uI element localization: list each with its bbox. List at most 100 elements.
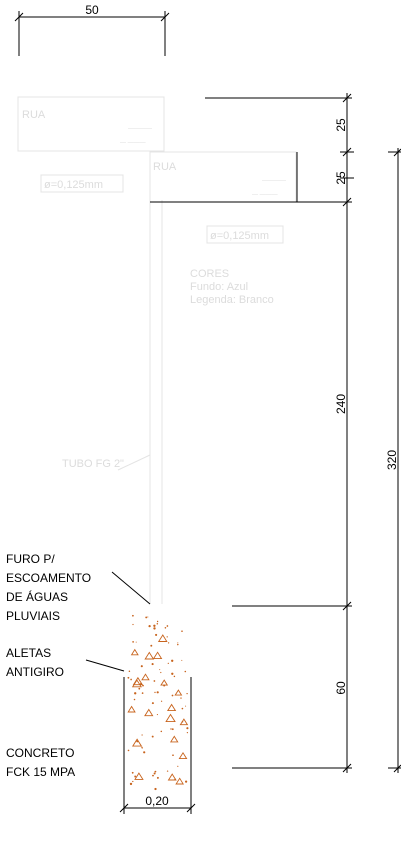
concrete-aggregate-triangle bbox=[130, 648, 139, 656]
concrete-aggregate-dot bbox=[129, 782, 133, 786]
concrete-aggregate-dot bbox=[143, 751, 146, 754]
concrete-aggregate-dot bbox=[177, 765, 179, 767]
concrete-aggregate-dot bbox=[132, 641, 134, 643]
concrete-aggregate-dot bbox=[181, 707, 184, 710]
concrete-aggregate-triangle bbox=[144, 651, 155, 660]
concrete-aggregate-triangle bbox=[167, 773, 177, 781]
concrete-aggregate-triangle bbox=[144, 708, 154, 717]
concrete-aggregate-dot bbox=[132, 780, 134, 783]
concrete-aggregate-triangle bbox=[160, 679, 169, 686]
drain-hole-line-1: FURO P/ bbox=[6, 552, 55, 566]
concrete-aggregate-dot bbox=[140, 665, 143, 668]
concrete-line-2: FCK 15 MPA bbox=[6, 765, 75, 779]
second-plate-label: RUA bbox=[153, 161, 177, 173]
concrete-aggregate-dot bbox=[185, 780, 188, 783]
concrete-aggregate-triangle bbox=[174, 689, 183, 696]
concrete-aggregate-dot bbox=[186, 731, 189, 734]
concrete-aggregate-dot bbox=[152, 774, 154, 777]
concrete-aggregate-dot bbox=[171, 672, 174, 675]
concrete-aggregate-dot bbox=[141, 734, 143, 736]
concrete-aggregate-triangle bbox=[152, 651, 163, 660]
fins-line-1: ALETAS bbox=[6, 646, 51, 660]
concrete-aggregate-triangle bbox=[134, 772, 144, 780]
top-plate-line-1: ———— bbox=[128, 126, 152, 132]
concrete-aggregate-dot bbox=[154, 787, 157, 791]
concrete-aggregate-dot bbox=[150, 644, 153, 647]
concrete-aggregate-dot bbox=[148, 624, 151, 628]
concrete-aggregate-dot bbox=[128, 670, 131, 672]
concrete-aggregate-dot bbox=[138, 687, 141, 690]
concrete-aggregate-dot bbox=[171, 659, 174, 662]
dimension-top-plate-value: 25 bbox=[334, 118, 348, 132]
tube-leader bbox=[117, 454, 151, 471]
concrete-aggregate-dot bbox=[133, 698, 136, 701]
concrete-aggregate-dot bbox=[156, 776, 159, 779]
second-plate-line-2: — ——— bbox=[252, 192, 278, 198]
concrete-aggregate-dot bbox=[127, 676, 130, 679]
foundation: 0,20 bbox=[119, 614, 196, 814]
concrete-aggregate-dot bbox=[156, 691, 159, 694]
concrete-aggregate-dot bbox=[134, 692, 137, 695]
concrete-aggregate-dot bbox=[135, 641, 137, 643]
concrete-aggregate-dot bbox=[171, 728, 174, 731]
concrete-aggregate-dot bbox=[170, 728, 172, 730]
dimension-sign-width: 50 bbox=[14, 3, 170, 56]
concrete-aggregate-dot bbox=[153, 772, 156, 775]
dimension-total-height: 320 bbox=[385, 148, 401, 773]
tube-label: TUBO FG 2" bbox=[62, 458, 124, 470]
colors-title: CORES bbox=[190, 268, 229, 280]
concrete-aggregate-dot bbox=[153, 627, 156, 630]
concrete-aggregate-dot bbox=[167, 662, 169, 665]
concrete-aggregate-triangle bbox=[132, 676, 144, 686]
concrete-aggregate-dot bbox=[160, 671, 162, 674]
colors-background: Fundo: Azul bbox=[190, 281, 248, 293]
concrete-aggregate-dot bbox=[171, 694, 174, 697]
concrete-aggregate-dot bbox=[141, 692, 144, 694]
concrete-aggregate-dot bbox=[181, 659, 183, 661]
callout-concrete: CONCRETO FCK 15 MPA bbox=[6, 746, 75, 779]
concrete-aggregate-dot bbox=[153, 624, 156, 627]
concrete-aggregate-dot bbox=[160, 700, 163, 702]
dimension-pole-value: 240 bbox=[334, 394, 348, 414]
thickness-box-top bbox=[40, 174, 124, 193]
concrete-aggregate-triangle bbox=[179, 718, 189, 726]
concrete-aggregate-dot bbox=[151, 702, 154, 705]
concrete-aggregate-dot bbox=[131, 771, 134, 774]
concrete-aggregate-dot bbox=[184, 670, 187, 673]
concrete-aggregate-dot bbox=[154, 770, 157, 773]
concrete-aggregate-dot bbox=[156, 620, 159, 623]
dimension-second-plate-value: 25 bbox=[334, 171, 348, 185]
second-plate-line-1: ———— bbox=[262, 178, 286, 184]
concrete-aggregate-dot bbox=[141, 746, 143, 749]
concrete-aggregate-dot bbox=[151, 735, 154, 738]
concrete-aggregate-dot bbox=[177, 643, 179, 646]
concrete-aggregate-dot bbox=[166, 625, 169, 627]
dimension-total-height-value: 320 bbox=[385, 450, 399, 470]
concrete-aggregate-dot bbox=[186, 727, 189, 730]
concrete-aggregate-dot bbox=[166, 770, 169, 772]
concrete-aggregate-triangle bbox=[166, 703, 177, 712]
concrete-hatch bbox=[127, 614, 189, 791]
concrete-aggregate-dot bbox=[130, 678, 132, 681]
concrete-aggregate-triangle bbox=[141, 673, 150, 681]
ghost-sign-geometry: RUA ———— — ——— RUA ———— — ——— ø=0,125mm … bbox=[17, 96, 297, 604]
concrete-aggregate-dot bbox=[164, 627, 167, 629]
concrete-aggregate-triangle bbox=[165, 713, 176, 723]
top-plate-line-2: — ——— bbox=[120, 140, 146, 146]
concrete-aggregate-dot bbox=[155, 633, 158, 636]
drain-hole-line-3: DE ÁGUAS bbox=[6, 589, 68, 604]
concrete-aggregate-dot bbox=[127, 749, 130, 752]
concrete-aggregate-dot bbox=[180, 697, 182, 699]
thickness-label-top: ø=0,125mm bbox=[44, 179, 103, 191]
concrete-aggregate-dot bbox=[166, 636, 168, 638]
drain-hole-line-2: ESCOAMENTO bbox=[6, 571, 91, 585]
concrete-aggregate-dot bbox=[156, 714, 158, 716]
concrete-aggregate-dot bbox=[177, 642, 179, 644]
thickness-label-mid: ø=0,125mm bbox=[210, 230, 269, 242]
concrete-aggregate-triangle bbox=[175, 777, 185, 785]
concrete-aggregate-triangle bbox=[127, 705, 136, 713]
concrete-aggregate-dot bbox=[172, 754, 174, 757]
concrete-aggregate-dot bbox=[132, 614, 134, 617]
dimension-sign-width-value: 50 bbox=[85, 3, 99, 17]
concrete-aggregate-triangle bbox=[157, 634, 168, 642]
